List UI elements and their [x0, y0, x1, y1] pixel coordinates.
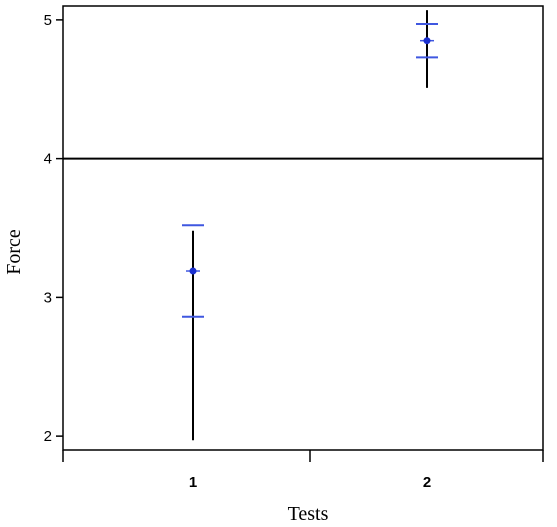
- y-tick-label-5: 5: [44, 12, 52, 29]
- x-tick-label-1: 1: [189, 474, 197, 491]
- plot-frame: [62, 5, 544, 451]
- mean-point-1: [189, 267, 197, 275]
- y-tick-label-3: 3: [44, 289, 52, 306]
- y-tick-label-2: 2: [44, 428, 52, 445]
- mean-point-2: [423, 37, 431, 45]
- x-tick-label-2: 2: [423, 474, 431, 491]
- y-axis-title: Force: [3, 229, 25, 275]
- x-axis-title: Tests: [288, 503, 329, 525]
- y-tick-label-4: 4: [44, 151, 52, 168]
